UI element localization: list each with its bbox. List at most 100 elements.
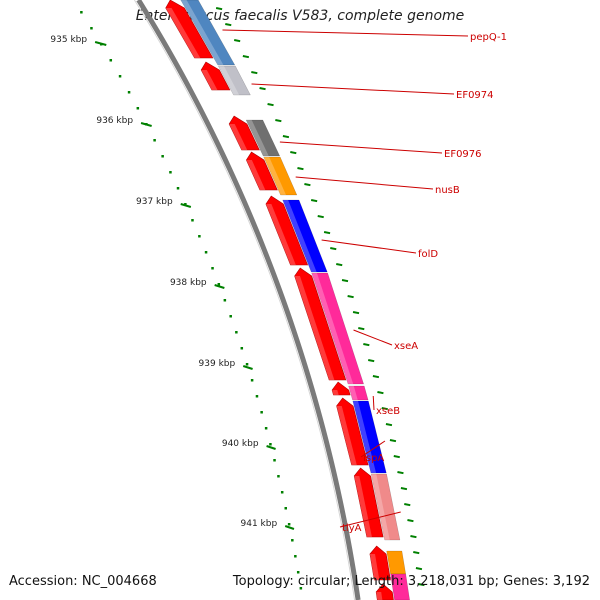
gene-minor-tick — [336, 263, 343, 267]
gene-minor-tick — [347, 295, 354, 299]
major-tick — [284, 525, 295, 530]
minor-tick-dot — [211, 267, 214, 270]
gene-minor-tick — [389, 439, 397, 443]
gene-leader-line — [321, 239, 417, 254]
minor-tick-dot — [280, 491, 284, 494]
strand-arrow-highlight — [201, 70, 218, 90]
gene-block — [386, 550, 407, 575]
gene-minor-tick — [330, 247, 337, 251]
gene-tick-marks — [215, 7, 425, 587]
gene-minor-tick — [413, 551, 420, 555]
tick-label: 940 kbp — [222, 439, 259, 449]
gene-blocks — [180, 0, 410, 600]
minor-tick-dot — [153, 139, 156, 142]
gene-labels: pepQ-1 EF0974 EF0976 nusB folD xseA xseB ispA tl… — [342, 32, 507, 534]
gene-label: ispA — [363, 453, 384, 464]
minor-tick-dot — [223, 299, 227, 302]
minor-tick-dot — [273, 459, 276, 462]
minor-tick-dot — [169, 171, 172, 174]
gene-minor-tick — [363, 343, 370, 347]
minor-tick-dot — [260, 411, 263, 414]
minor-tick-dot — [198, 235, 201, 238]
gene-minor-tick — [418, 583, 425, 587]
gene-block — [352, 400, 387, 474]
gene-label: nusB — [435, 185, 460, 196]
gene-minor-tick — [410, 535, 417, 539]
strand-arrow-highlight — [354, 476, 372, 537]
gene-minor-tick — [317, 215, 324, 219]
tick-label: 937 kbp — [136, 197, 173, 207]
gene-leader-line — [360, 440, 386, 458]
minor-tick-dot — [250, 379, 254, 382]
gene-minor-tick — [242, 55, 250, 59]
minor-tick-dot — [284, 507, 288, 510]
minor-tick-dot — [184, 203, 187, 206]
gene-label-leaders — [222, 29, 469, 528]
minor-tick-dot — [136, 107, 140, 110]
tick-major-marks — [94, 41, 295, 530]
minor-tick-dot — [255, 395, 259, 398]
minor-tick-dot — [176, 187, 180, 190]
major-tick — [94, 41, 107, 46]
accession-text: Accession: NC_004668 — [9, 574, 157, 589]
strand-arrow — [375, 583, 394, 600]
strand-arrow — [353, 467, 384, 538]
gene-block-highlight — [180, 0, 224, 65]
gene-block-highlight — [371, 474, 390, 540]
genome-backbone — [134, 0, 361, 600]
gene-minor-tick — [290, 151, 297, 155]
strand-arrow-highlight — [376, 592, 383, 600]
gene-block — [390, 573, 410, 600]
gene-minor-tick — [352, 311, 360, 315]
gene-label: pepQ-1 — [470, 32, 507, 43]
gene-minor-tick — [297, 167, 304, 171]
tick-labels: 935 kbp 936 kbp 937 kbp 938 kbp 939 kbp 940 k… — [50, 35, 277, 529]
minor-tick-dot — [80, 11, 83, 14]
strand-arrow-highlight — [369, 554, 380, 580]
gene-block — [217, 65, 251, 96]
strand-arrow — [336, 397, 369, 466]
gene-label: xseA — [394, 341, 418, 352]
strand-arrows — [165, 0, 394, 600]
tick-label: 941 kbp — [241, 519, 278, 529]
minor-tick-dot — [229, 315, 232, 318]
gene-minor-tick — [372, 375, 380, 379]
gene-leader-line — [372, 395, 375, 411]
gene-minor-tick — [233, 39, 241, 43]
tick-label: 938 kbp — [170, 278, 207, 288]
strand-arrow-highlight — [332, 390, 339, 395]
strand-arrow — [165, 0, 214, 59]
strand-arrow — [246, 151, 278, 191]
gene-minor-tick — [358, 327, 365, 331]
gene-block-highlight — [218, 66, 240, 95]
gene-minor-tick — [251, 71, 258, 75]
strand-arrow-highlight — [246, 160, 266, 190]
strand-arrow-highlight — [336, 406, 357, 465]
major-tick — [242, 365, 253, 370]
gene-minor-tick — [404, 503, 411, 507]
minor-tick-dot — [90, 27, 93, 30]
gene-minor-tick — [377, 391, 384, 395]
gene-minor-tick — [415, 567, 423, 571]
gene-label: folD — [418, 249, 438, 260]
gene-leader-line — [279, 141, 443, 154]
strand-arrow — [369, 545, 391, 581]
gene-minor-tick — [393, 455, 400, 459]
minor-tick-dot — [235, 331, 238, 334]
tick-minor-dots — [80, 11, 303, 590]
strand-arrow — [265, 195, 309, 266]
minor-tick-dot — [217, 283, 221, 286]
gene-block-highlight — [348, 386, 358, 400]
major-tick — [266, 445, 276, 450]
gene-block — [245, 119, 281, 157]
gene-minor-tick — [407, 519, 414, 523]
strand-arrow-highlight — [294, 276, 335, 380]
gene-minor-tick — [341, 279, 349, 283]
gene-leader-line — [353, 329, 393, 346]
strand-arrow-highlight — [265, 204, 296, 265]
strand-arrow — [331, 381, 351, 396]
major-tick — [180, 203, 192, 208]
gene-minor-tick — [259, 87, 266, 91]
gene-minor-tick — [282, 135, 290, 139]
